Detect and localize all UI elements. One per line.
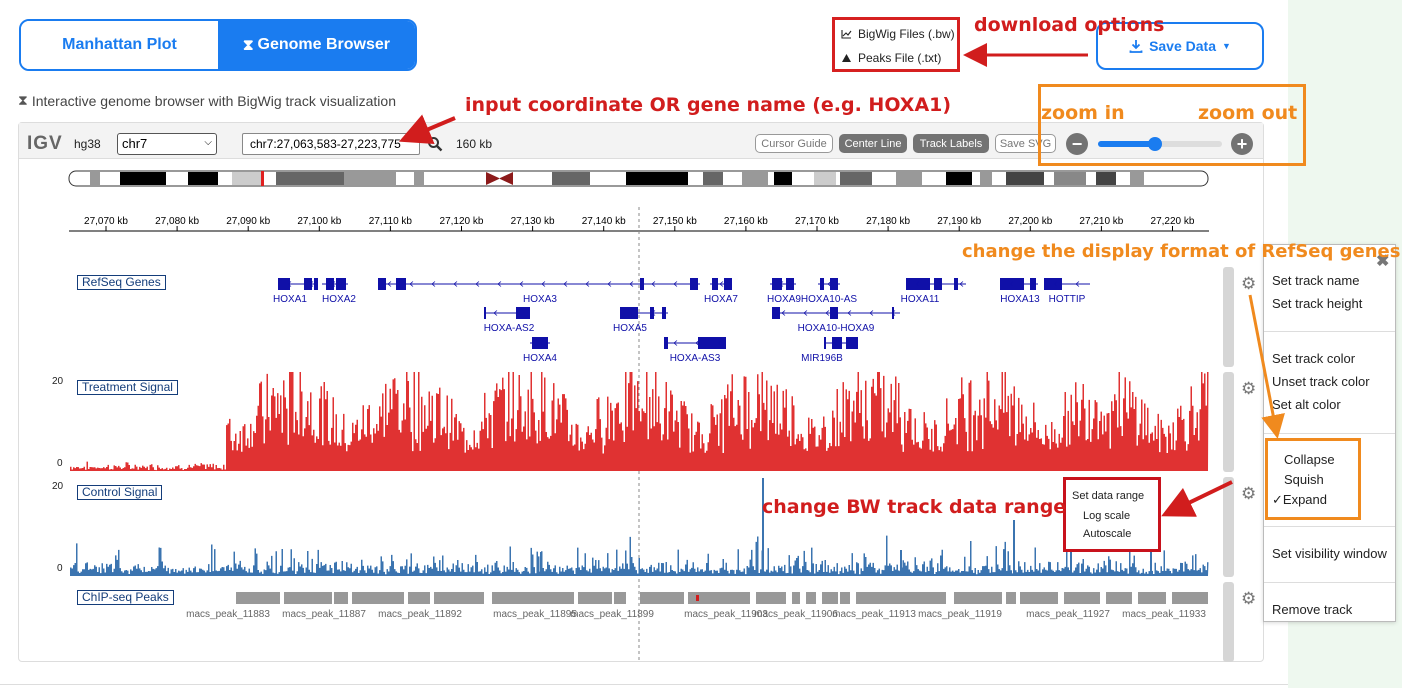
close-icon[interactable]: ✖ xyxy=(1376,253,1390,270)
bottom-divider xyxy=(0,684,1288,685)
igv-browser xyxy=(18,122,1264,662)
annotation-input-coordinate: input coordinate OR gene name (e.g. HOXA… xyxy=(465,94,952,116)
chromosome-select[interactable]: chr7 ⌵ xyxy=(117,133,217,155)
gear-icon[interactable]: ⚙ xyxy=(1241,589,1257,608)
track-scrollbar[interactable] xyxy=(1223,477,1234,577)
menu-set-data-range[interactable]: Set data range xyxy=(1072,490,1145,502)
chevron-down-icon: ⌵ xyxy=(204,137,212,148)
genome-label: hg38 xyxy=(74,137,101,151)
zoom-annotation-box xyxy=(1038,84,1306,166)
annotation-zoom-out: zoom out xyxy=(1198,102,1298,124)
menu-log-scale[interactable]: Log scale xyxy=(1083,510,1131,522)
cursor-guide-button[interactable]: Cursor Guide xyxy=(755,134,833,153)
caret-down-icon: ▼ xyxy=(1222,41,1231,51)
zoom-in-button[interactable]: − xyxy=(1066,133,1088,155)
track-name-refseq[interactable]: RefSeq Genes xyxy=(77,275,166,290)
menu-divider xyxy=(1264,433,1395,434)
track-scrollbar[interactable] xyxy=(1223,582,1234,662)
control-scale-min: 0 xyxy=(57,563,63,574)
menu-set-visibility-window[interactable]: Set visibility window xyxy=(1272,546,1387,561)
menu-remove-track[interactable]: Remove track xyxy=(1272,602,1353,617)
menu-set-track-height[interactable]: Set track height xyxy=(1272,296,1363,311)
zoom-out-button[interactable]: + xyxy=(1231,133,1253,155)
track-name-peaks[interactable]: ChIP-seq Peaks xyxy=(77,590,174,605)
menu-set-track-name[interactable]: Set track name xyxy=(1272,273,1360,288)
track-menu: ✖ Set track name Set track height Set tr… xyxy=(1263,244,1396,622)
menu-divider xyxy=(1264,582,1395,583)
annotation-download-options: download options xyxy=(974,14,1165,36)
tab-genome-browser[interactable]: ⧗ Genome Browser xyxy=(218,21,415,69)
menu-unset-track-color[interactable]: Unset track color xyxy=(1272,374,1370,389)
menu-divider xyxy=(1264,331,1395,332)
hourglass-icon: ⧗ xyxy=(18,92,28,108)
menu-set-alt-color[interactable]: Set alt color xyxy=(1272,397,1341,412)
download-icon xyxy=(1129,40,1143,53)
menu-autoscale[interactable]: Autoscale xyxy=(1083,528,1132,540)
checkmark-icon: ✓ xyxy=(1272,492,1283,507)
search-icon[interactable] xyxy=(427,136,443,152)
menu-expand[interactable]: ✓Expand xyxy=(1272,492,1327,507)
locus-input[interactable] xyxy=(242,133,420,155)
center-line-button[interactable]: Center Line xyxy=(839,134,907,153)
gear-icon[interactable]: ⚙ xyxy=(1241,274,1257,293)
save-data-button[interactable]: Save Data ▼ xyxy=(1096,22,1264,70)
download-menu: BigWig Files (.bw) Peaks File (.txt) xyxy=(832,17,960,72)
hourglass-icon: ⧗ xyxy=(242,36,254,54)
zoom-slider-fill xyxy=(1098,141,1156,147)
annotation-refseq-format: change the display format of RefSeq gene… xyxy=(962,241,1401,262)
data-range-menu: Set data range Log scale Autoscale xyxy=(1063,477,1161,552)
control-scale-max: 20 xyxy=(52,481,64,492)
treatment-scale-min: 0 xyxy=(57,458,63,469)
zoom-slider-thumb[interactable] xyxy=(1148,137,1162,151)
download-peaks-item[interactable]: Peaks File (.txt) xyxy=(841,51,941,65)
track-name-control[interactable]: Control Signal xyxy=(77,485,163,500)
track-scrollbar[interactable] xyxy=(1223,267,1234,367)
menu-collapse[interactable]: Collapse xyxy=(1284,452,1335,467)
annotation-bw-range: change BW track data range xyxy=(762,496,1067,518)
track-scrollbar[interactable] xyxy=(1223,372,1234,472)
menu-squish[interactable]: Squish xyxy=(1284,472,1324,487)
gear-icon[interactable]: ⚙ xyxy=(1241,484,1257,503)
treatment-scale-max: 20 xyxy=(52,376,64,387)
igv-logo: IGV xyxy=(27,133,63,154)
track-name-treatment[interactable]: Treatment Signal xyxy=(77,380,178,395)
annotation-zoom-in: zoom in xyxy=(1041,102,1125,124)
download-bigwig-item[interactable]: BigWig Files (.bw) xyxy=(841,27,955,41)
track-labels-button[interactable]: Track Labels xyxy=(913,134,989,153)
line-chart-icon xyxy=(841,30,852,39)
tab-manhattan-plot[interactable]: Manhattan Plot xyxy=(21,21,218,69)
menu-set-track-color[interactable]: Set track color xyxy=(1272,351,1356,366)
triangle-icon xyxy=(842,54,851,62)
page-subtitle: ⧗ Interactive genome browser with BigWig… xyxy=(18,92,396,109)
display-format-annotation-box xyxy=(1265,438,1361,520)
view-tabs: Manhattan Plot ⧗ Genome Browser xyxy=(19,19,417,71)
menu-divider xyxy=(1264,526,1395,527)
window-size: 160 kb xyxy=(456,137,493,151)
gear-icon[interactable]: ⚙ xyxy=(1241,379,1257,398)
